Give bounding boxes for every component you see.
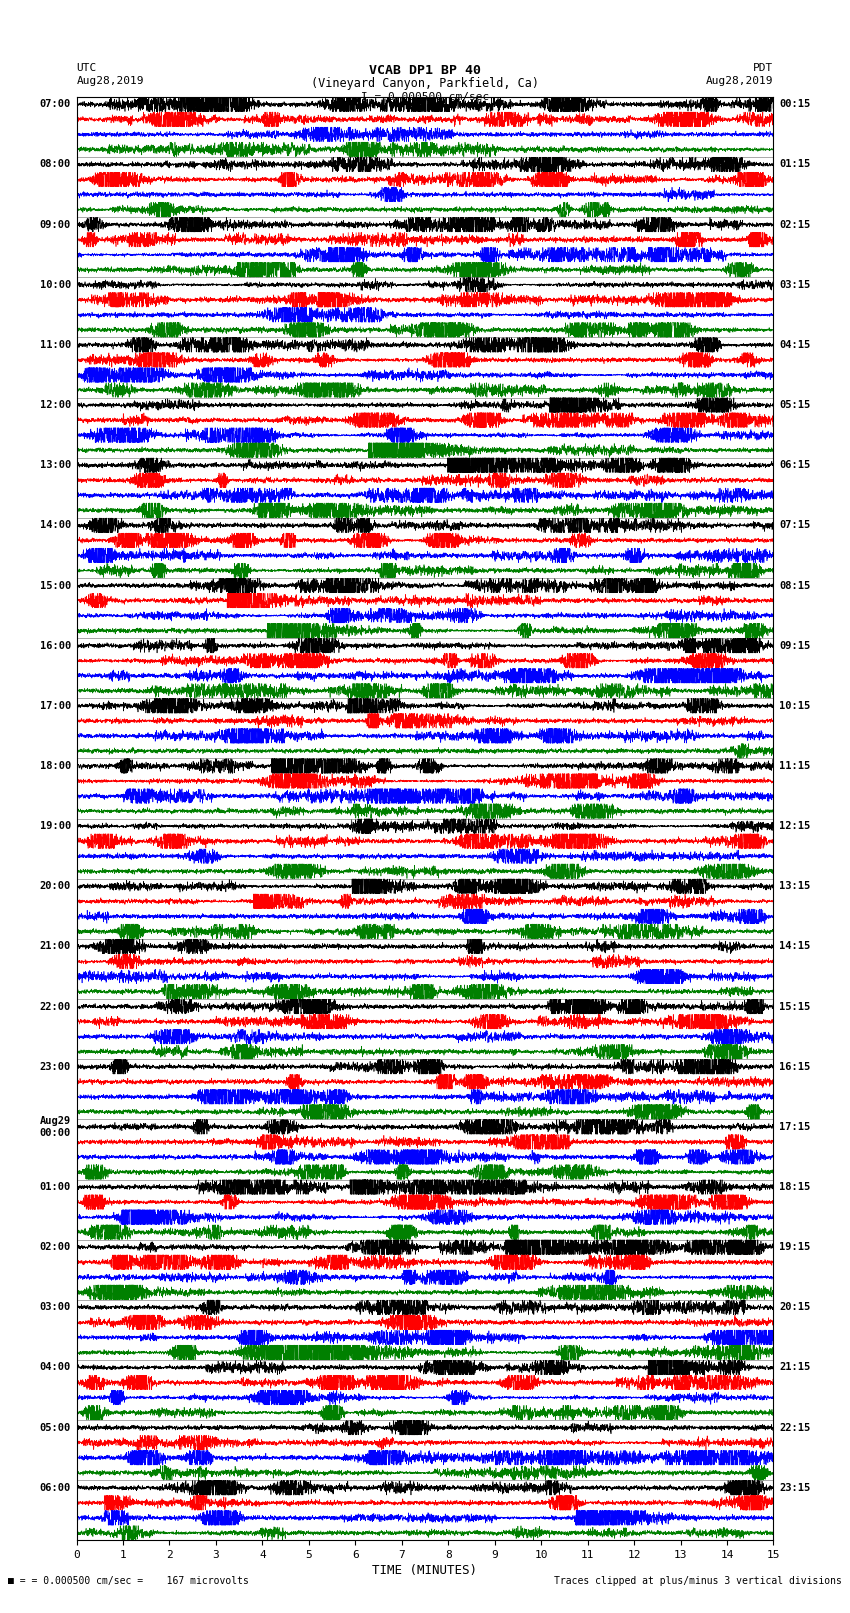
- Text: 13:15: 13:15: [779, 881, 810, 892]
- Text: Traces clipped at plus/minus 3 vertical divisions: Traces clipped at plus/minus 3 vertical …: [553, 1576, 842, 1586]
- Text: VCAB DP1 BP 40: VCAB DP1 BP 40: [369, 65, 481, 77]
- Text: PDT: PDT: [753, 63, 774, 73]
- Text: 11:00: 11:00: [40, 340, 71, 350]
- Text: I = 0.000500 cm/sec: I = 0.000500 cm/sec: [361, 92, 489, 102]
- Text: 21:00: 21:00: [40, 942, 71, 952]
- Text: 02:00: 02:00: [40, 1242, 71, 1252]
- Text: 20:15: 20:15: [779, 1302, 810, 1313]
- Text: 05:15: 05:15: [779, 400, 810, 410]
- Text: 03:15: 03:15: [779, 279, 810, 290]
- Text: 10:00: 10:00: [40, 279, 71, 290]
- Text: 07:15: 07:15: [779, 521, 810, 531]
- Text: 14:15: 14:15: [779, 942, 810, 952]
- Text: ■ = = 0.000500 cm/sec =    167 microvolts: ■ = = 0.000500 cm/sec = 167 microvolts: [8, 1576, 249, 1586]
- Text: 19:00: 19:00: [40, 821, 71, 831]
- Text: 06:00: 06:00: [40, 1482, 71, 1492]
- Text: 15:00: 15:00: [40, 581, 71, 590]
- Text: Aug28,2019: Aug28,2019: [76, 76, 144, 85]
- Text: 09:00: 09:00: [40, 219, 71, 229]
- Text: 20:00: 20:00: [40, 881, 71, 892]
- Text: 00:15: 00:15: [779, 100, 810, 110]
- Text: Aug28,2019: Aug28,2019: [706, 76, 774, 85]
- Text: 13:00: 13:00: [40, 460, 71, 471]
- Text: 04:00: 04:00: [40, 1363, 71, 1373]
- Text: 12:15: 12:15: [779, 821, 810, 831]
- Text: Aug29
00:00: Aug29 00:00: [40, 1116, 71, 1137]
- Text: 08:15: 08:15: [779, 581, 810, 590]
- Text: 18:00: 18:00: [40, 761, 71, 771]
- Text: 23:00: 23:00: [40, 1061, 71, 1071]
- Text: UTC: UTC: [76, 63, 97, 73]
- Text: 08:00: 08:00: [40, 160, 71, 169]
- Text: 01:15: 01:15: [779, 160, 810, 169]
- Text: 04:15: 04:15: [779, 340, 810, 350]
- Text: 11:15: 11:15: [779, 761, 810, 771]
- Text: 03:00: 03:00: [40, 1302, 71, 1313]
- Text: 10:15: 10:15: [779, 700, 810, 711]
- Text: 23:15: 23:15: [779, 1482, 810, 1492]
- Text: 16:15: 16:15: [779, 1061, 810, 1071]
- Text: 12:00: 12:00: [40, 400, 71, 410]
- Text: 17:15: 17:15: [779, 1123, 810, 1132]
- Text: 09:15: 09:15: [779, 640, 810, 650]
- Text: 22:00: 22:00: [40, 1002, 71, 1011]
- Text: 17:00: 17:00: [40, 700, 71, 711]
- Text: (Vineyard Canyon, Parkfield, Ca): (Vineyard Canyon, Parkfield, Ca): [311, 77, 539, 90]
- X-axis label: TIME (MINUTES): TIME (MINUTES): [372, 1565, 478, 1578]
- Text: 21:15: 21:15: [779, 1363, 810, 1373]
- Text: 05:00: 05:00: [40, 1423, 71, 1432]
- Text: 14:00: 14:00: [40, 521, 71, 531]
- Text: 07:00: 07:00: [40, 100, 71, 110]
- Text: 22:15: 22:15: [779, 1423, 810, 1432]
- Text: 06:15: 06:15: [779, 460, 810, 471]
- Text: 16:00: 16:00: [40, 640, 71, 650]
- Text: 19:15: 19:15: [779, 1242, 810, 1252]
- Text: 18:15: 18:15: [779, 1182, 810, 1192]
- Text: 02:15: 02:15: [779, 219, 810, 229]
- Text: 15:15: 15:15: [779, 1002, 810, 1011]
- Text: 01:00: 01:00: [40, 1182, 71, 1192]
